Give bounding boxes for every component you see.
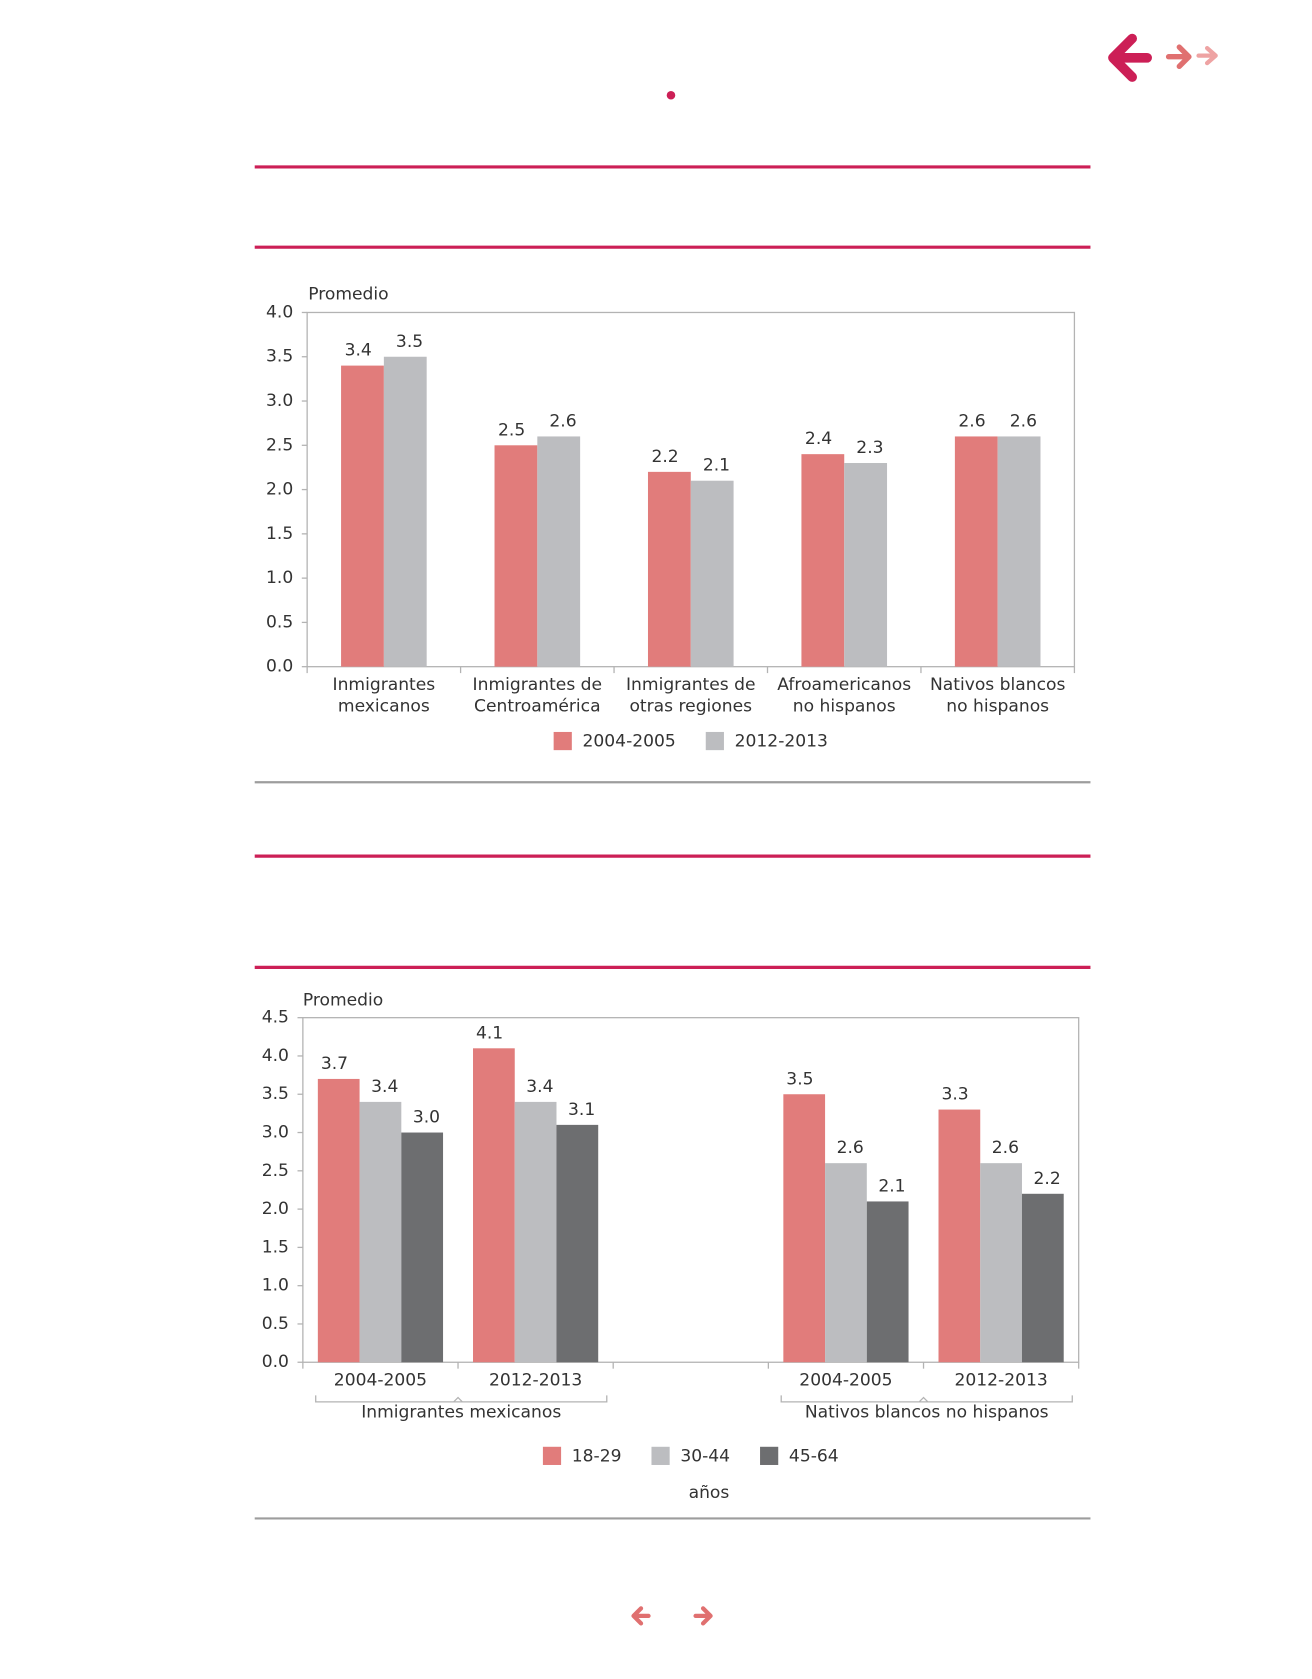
value-label: 2.1: [703, 456, 730, 476]
legend-swatch: [760, 1446, 779, 1465]
legend-swatch: [705, 731, 724, 751]
y-tick-label: 1.5: [262, 1237, 289, 1257]
bar: [690, 480, 734, 667]
y-tick-label: 0.0: [266, 657, 293, 677]
y-tick-label: 4.0: [262, 1046, 289, 1066]
value-label: 2.2: [651, 447, 678, 467]
legend-label: 30-44: [680, 1446, 730, 1466]
next-arrow[interactable]: [1165, 44, 1192, 70]
y-tick-label: 4.0: [266, 302, 293, 322]
value-label: 2.5: [498, 420, 525, 440]
y-tick-label: 1.5: [266, 524, 293, 544]
y-tick-label: 3.0: [262, 1123, 289, 1143]
bar: [494, 445, 538, 667]
value-label: 2.2: [1034, 1169, 1061, 1189]
bar: [801, 454, 845, 667]
bar: [556, 1124, 599, 1363]
next-page[interactable]: [693, 1606, 713, 1626]
bar: [647, 471, 691, 667]
bar: [866, 1201, 909, 1363]
bar: [341, 365, 384, 667]
legend-swatch: [542, 1446, 562, 1465]
x-tick-label: Inmigrantes de otras regiones: [626, 675, 756, 716]
prev-page[interactable]: [631, 1606, 651, 1626]
legend-swatch: [651, 1446, 670, 1465]
back-arrow[interactable]: [1108, 33, 1152, 82]
value-label: 2.6: [1010, 411, 1037, 431]
value-label: 2.3: [856, 438, 883, 458]
x-tick-label: 2012-2013: [954, 1370, 1047, 1390]
bar: [844, 463, 888, 667]
value-label: 3.4: [371, 1077, 398, 1097]
bar: [537, 436, 581, 667]
bar: [473, 1048, 515, 1363]
value-label: 2.6: [837, 1138, 864, 1158]
group-bracket: [315, 1395, 608, 1403]
x-tick-label: 2004-2005: [334, 1370, 427, 1390]
y-tick-label: 0.0: [262, 1352, 289, 1372]
group-bracket: [780, 1395, 1073, 1403]
y-tick-label: 4.5: [262, 1008, 289, 1028]
y-tick-label: 0.5: [266, 612, 293, 632]
legend-label: 2012-2013: [735, 732, 828, 752]
y-tick-label: 1.0: [266, 568, 293, 588]
bar: [997, 436, 1041, 667]
bar: [359, 1101, 402, 1363]
bar: [514, 1101, 557, 1363]
bar: [938, 1109, 981, 1363]
nav-top[interactable]: [1108, 33, 1218, 82]
y-tick-label: 3.0: [266, 391, 293, 411]
value-label: 3.3: [941, 1085, 968, 1105]
plot-frame: [302, 1017, 1080, 1363]
bar: [954, 436, 998, 667]
y-tick-label: 3.5: [262, 1084, 289, 1104]
legend-swatch: [553, 731, 572, 751]
y-axis-title: Promedio: [303, 991, 383, 1011]
legend-label: 18-29: [572, 1446, 622, 1466]
x-tick-label: Afroamericanos no hispanos: [777, 675, 911, 716]
bar: [1021, 1193, 1064, 1363]
x-tick-label: 2012-2013: [489, 1370, 582, 1390]
value-label: 2.6: [549, 411, 576, 431]
legend-note: años: [689, 1483, 730, 1503]
group-label: Inmigrantes mexicanos: [361, 1403, 561, 1423]
dot: [666, 90, 676, 100]
value-label: 3.0: [413, 1108, 440, 1128]
value-label: 2.4: [805, 429, 832, 449]
y-tick-label: 2.5: [266, 435, 293, 455]
bar: [783, 1094, 826, 1363]
legend-label: 45-64: [789, 1446, 839, 1466]
value-label: 3.4: [526, 1077, 553, 1097]
x-tick-label: 2004-2005: [799, 1370, 892, 1390]
bar: [383, 356, 427, 667]
y-tick-label: 2.0: [266, 480, 293, 500]
y-tick-label: 3.5: [266, 347, 293, 367]
y-tick-label: 0.5: [262, 1314, 289, 1334]
bar: [825, 1163, 867, 1363]
bar: [401, 1132, 444, 1363]
value-label: 4.1: [476, 1023, 503, 1043]
bar: [980, 1163, 1022, 1363]
y-tick-label: 2.0: [262, 1199, 289, 1219]
value-label: 2.1: [878, 1176, 905, 1196]
value-label: 3.5: [396, 332, 423, 352]
value-label: 2.6: [992, 1138, 1019, 1158]
bar: [317, 1078, 360, 1363]
x-tick-label: Inmigrantes mexicanos: [333, 675, 436, 716]
value-label: 3.1: [568, 1100, 595, 1120]
x-tick-label: Inmigrantes de Centroamérica: [473, 675, 603, 716]
value-label: 2.6: [958, 411, 985, 431]
y-tick-label: 1.0: [262, 1276, 289, 1296]
value-label: 3.7: [321, 1054, 348, 1074]
value-label: 3.4: [345, 341, 372, 361]
y-axis-title: Promedio: [308, 284, 388, 304]
group-label: Nativos blancos no hispanos: [805, 1403, 1049, 1423]
y-tick-label: 2.5: [262, 1161, 289, 1181]
next-arrow-2[interactable]: [1196, 46, 1218, 66]
nav-bottom[interactable]: [631, 1606, 713, 1626]
legend-label: 2004-2005: [583, 732, 676, 752]
x-tick-label: Nativos blancos no hispanos: [930, 675, 1066, 716]
value-label: 3.5: [786, 1069, 813, 1089]
